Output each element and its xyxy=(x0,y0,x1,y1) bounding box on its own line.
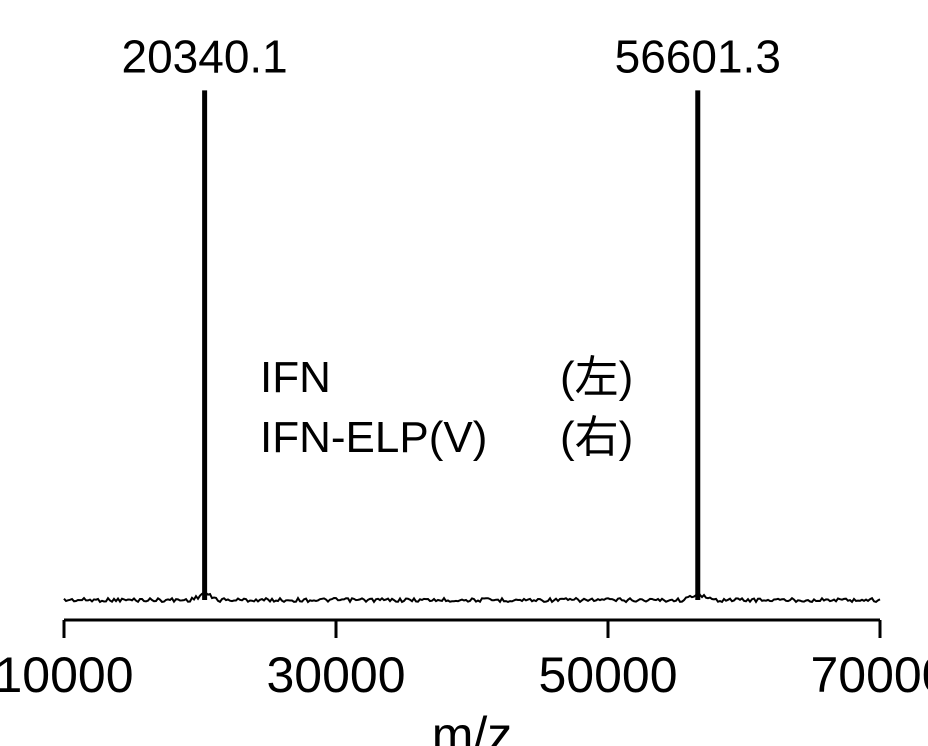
chart-svg: 20340.1 56601.3 10000 30000 50000 70000 m/z IFN… xyxy=(0,0,928,746)
legend-note-0: (左) xyxy=(560,353,633,402)
legend-name-0: IFN xyxy=(260,353,331,402)
x-axis-label: m/z xyxy=(432,707,513,746)
peak-label-0: 20340.1 xyxy=(121,30,287,82)
x-tick-label-2: 50000 xyxy=(538,647,677,703)
legend-note-1: (右) xyxy=(560,413,633,462)
x-tick-label-0: 10000 xyxy=(0,647,134,703)
mass-spectrum-chart: 20340.1 56601.3 10000 30000 50000 70000 m/z IFN… xyxy=(0,0,928,746)
x-tick-label-1: 30000 xyxy=(266,647,405,703)
legend-name-1: IFN-ELP(V) xyxy=(260,413,487,462)
baseline-noise xyxy=(64,592,880,602)
peak-label-1: 56601.3 xyxy=(615,30,781,82)
x-tick-label-3: 70000 xyxy=(810,647,928,703)
